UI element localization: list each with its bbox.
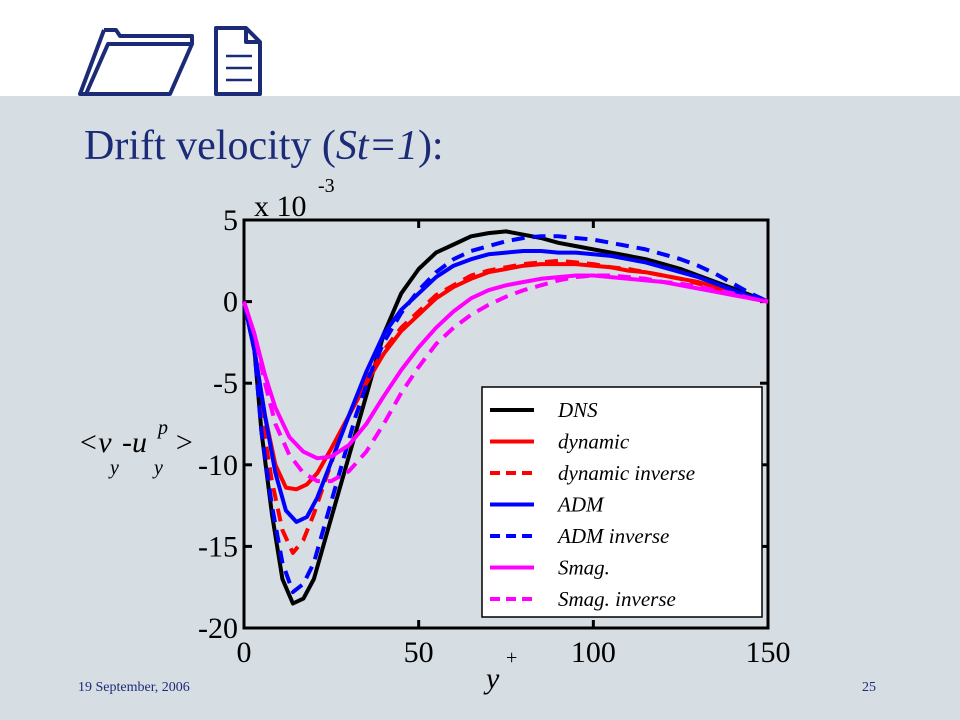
- y-tick-label: -5: [213, 367, 238, 400]
- legend-label: dynamic: [558, 430, 630, 454]
- folder-document-logo: [78, 26, 262, 96]
- series-line-dynamic-inverse: [242, 258, 769, 555]
- x-axis-label: y +: [483, 647, 517, 695]
- series-line-dns: [242, 229, 769, 606]
- series-lines: [242, 229, 769, 606]
- y-axis-label-open: <v: [78, 426, 112, 459]
- x-tick-label: 100: [571, 636, 616, 669]
- x-tick-label: 150: [746, 636, 791, 669]
- legend-label: Smag.: [558, 556, 610, 580]
- series-line-adm-inverse: [242, 234, 769, 595]
- x-tick-label: 0: [237, 636, 252, 669]
- y-tick-label: -10: [198, 449, 238, 482]
- y-multiplier-text: x 10: [254, 190, 307, 223]
- y-axis-label-mid: -u: [122, 426, 147, 459]
- slide-title: Drift velocity (St=1):: [84, 122, 444, 170]
- legend-label: Smag. inverse: [558, 587, 676, 611]
- y-axis-label: <v y -u p y >: [78, 417, 194, 479]
- x-axis-label-text: y: [483, 662, 500, 695]
- x-tick-label: 50: [404, 636, 434, 669]
- x-axis-label-sup: +: [506, 647, 517, 669]
- series-line-smag: [242, 273, 769, 461]
- series-line-smag-inverse: [242, 273, 769, 484]
- y-tick-label: 5: [223, 204, 238, 237]
- y-tick-label: 0: [223, 286, 238, 319]
- legend-box: [481, 386, 763, 618]
- title-text-end: ):: [417, 123, 444, 169]
- title-text-em: St=1: [335, 123, 418, 169]
- legend-label: dynamic inverse: [558, 461, 695, 485]
- plot-frame: [242, 218, 770, 630]
- legend: DNS dynamic dynamic inverse ADM ADM inverse S…: [481, 386, 763, 618]
- y-tick-label: -15: [198, 530, 238, 563]
- legend-label: DNS: [557, 398, 598, 422]
- y-axis-label-sub2: y: [152, 457, 163, 479]
- page-number: 25: [862, 680, 876, 695]
- series-line-adm: [242, 249, 769, 524]
- y-multiplier-exponent: -3: [318, 175, 335, 197]
- title-text-main: Drift velocity (: [84, 123, 336, 169]
- legend-label: ADM: [556, 493, 605, 517]
- footer-date: 19 September, 2006: [78, 680, 190, 695]
- y-multiplier-label: x 10 -3: [254, 175, 335, 223]
- y-tick-label: -20: [198, 612, 238, 645]
- header-band: [0, 0, 960, 96]
- legend-label: ADM inverse: [556, 524, 669, 548]
- y-axis-label-sub1: y: [108, 457, 119, 479]
- y-axis-label-sup: p: [156, 417, 168, 439]
- y-axis-label-close: >: [174, 426, 194, 459]
